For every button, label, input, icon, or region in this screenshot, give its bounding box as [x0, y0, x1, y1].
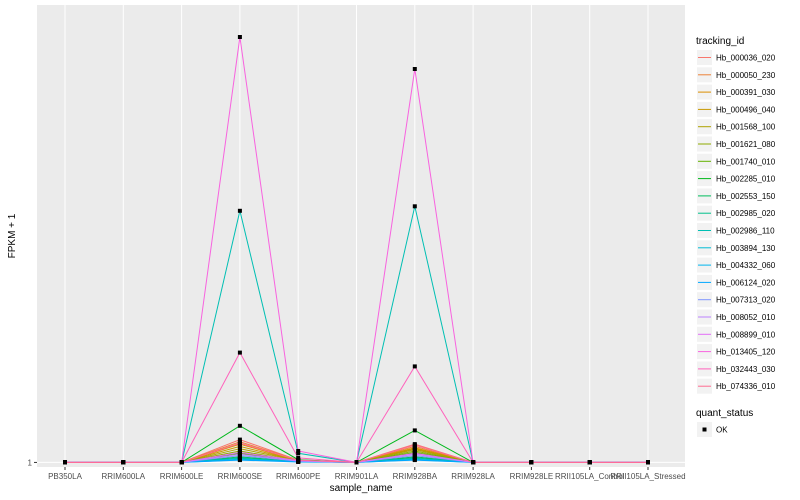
legend: tracking_id Hb_000036_020Hb_000050_230Hb… — [696, 36, 776, 437]
y-axis-title: FPKM + 1 — [7, 213, 18, 258]
x-tick-label: RRIM600LA — [102, 472, 146, 481]
data-point — [296, 458, 301, 463]
legend-label: Hb_032443_030 — [716, 365, 776, 374]
data-point — [237, 441, 242, 446]
y-tick-label: 1 — [28, 458, 33, 467]
legend-label: Hb_002986_110 — [716, 227, 775, 236]
legend-label: Hb_074336_010 — [716, 382, 776, 391]
y-axis-ticks: 1 — [28, 458, 37, 467]
data-point — [412, 451, 417, 456]
legend-label: Hb_002285_010 — [716, 175, 776, 184]
data-point — [237, 423, 242, 428]
legend-label: Hb_000036_020 — [716, 54, 776, 63]
data-point — [237, 350, 242, 355]
x-tick-label: RRIM928LA — [451, 472, 495, 481]
data-point — [237, 450, 242, 455]
data-point — [412, 67, 417, 71]
data-point — [237, 458, 242, 463]
x-tick-label: PB350LA — [48, 472, 82, 481]
x-tick-label: RRIM928LE — [510, 472, 554, 481]
data-point — [412, 458, 417, 463]
data-point — [237, 437, 242, 442]
data-point — [296, 451, 301, 456]
legend-shape-item: OK — [697, 422, 728, 437]
legend-label: Hb_000391_030 — [716, 88, 776, 97]
data-point — [237, 446, 242, 451]
x-tick-label: RRIM600SE — [218, 472, 262, 481]
data-point — [179, 460, 184, 465]
data-point — [237, 35, 242, 39]
x-tick-label: RRIM901LA — [335, 472, 379, 481]
x-tick-label: RRII105LA_Stressed — [610, 472, 685, 481]
legend-label: Hb_004332_060 — [716, 261, 776, 270]
data-point — [471, 460, 476, 465]
legend-label: Hb_008899_010 — [716, 330, 776, 339]
x-axis-title: sample_name — [330, 483, 393, 494]
legend-label: Hb_000496_040 — [716, 105, 776, 114]
data-point — [412, 443, 417, 447]
x-tick-label: RRIM600LE — [160, 472, 204, 481]
data-point — [412, 204, 417, 209]
x-tick-label: RRII105LA_Control — [555, 472, 625, 481]
legend-label: Hb_006124_020 — [716, 278, 776, 287]
data-point — [121, 460, 126, 465]
legend-shape-title: quant_status — [696, 408, 753, 419]
panel-background — [37, 5, 685, 467]
data-point — [646, 460, 650, 465]
legend-label: Hb_002553_150 — [716, 192, 776, 201]
legend-shape-marker — [702, 427, 707, 432]
legend-label: Hb_008052_010 — [716, 313, 776, 322]
data-point — [354, 460, 359, 465]
legend-label: Hb_013405_120 — [716, 348, 776, 357]
legend-label: Hb_003894_130 — [716, 244, 776, 253]
legend-color-title: tracking_id — [696, 36, 744, 47]
legend-label: Hb_007313_020 — [716, 296, 776, 305]
x-axis-ticks: PB350LA RRIM600LA RRIM600LE RRIM600SE RRIM60… — [48, 467, 686, 481]
legend-label: Hb_001740_010 — [716, 157, 776, 166]
data-point — [296, 455, 301, 460]
data-point — [237, 208, 242, 213]
legend-label: Hb_001568_100 — [716, 123, 776, 132]
legend-shape-label: OK — [716, 426, 728, 435]
data-point — [63, 460, 67, 465]
data-point — [237, 444, 242, 449]
x-tick-label: RRIM600PE — [276, 472, 320, 481]
legend-label: Hb_000050_230 — [716, 71, 776, 80]
x-tick-label: RRIM928BA — [393, 472, 438, 481]
legend-label: Hb_001621_080 — [716, 140, 776, 149]
data-point — [412, 428, 417, 433]
data-point — [412, 364, 417, 369]
data-point — [296, 449, 301, 453]
legend-label: Hb_002985_020 — [716, 209, 776, 218]
data-point — [587, 460, 592, 465]
data-points — [63, 35, 650, 465]
legend-items: Hb_000036_020 Hb_000050_230 Hb_000391_030 H… — [697, 50, 776, 394]
data-point — [529, 460, 534, 465]
